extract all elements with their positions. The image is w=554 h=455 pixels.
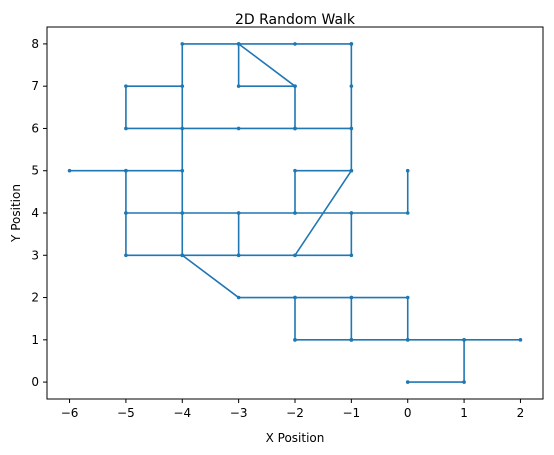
walk-point bbox=[236, 295, 241, 300]
walk-point bbox=[236, 211, 241, 215]
walk-point bbox=[349, 211, 354, 215]
y-tick-label: 2 bbox=[31, 291, 39, 305]
y-tick-label: 1 bbox=[31, 333, 39, 347]
walk-point bbox=[293, 42, 297, 46]
y-tick-label: 0 bbox=[31, 375, 39, 389]
walk-point bbox=[405, 211, 410, 215]
x-axis-label: X Position bbox=[266, 431, 325, 445]
y-tick-label: 8 bbox=[31, 37, 39, 51]
walk-point bbox=[349, 168, 354, 173]
x-tick-label: 1 bbox=[460, 406, 468, 420]
walk-point bbox=[293, 126, 297, 131]
y-tick-label: 3 bbox=[31, 248, 39, 262]
walk-point bbox=[462, 380, 466, 384]
walk-point bbox=[349, 42, 354, 46]
walk-point bbox=[518, 338, 523, 342]
x-tick-label: −3 bbox=[230, 406, 248, 420]
x-tick-label: −1 bbox=[343, 406, 361, 420]
walk-point bbox=[180, 84, 185, 88]
x-tick-label: −5 bbox=[117, 406, 135, 420]
x-tick-label: 2 bbox=[517, 406, 525, 420]
y-tick-label: 7 bbox=[31, 79, 39, 93]
walk-point bbox=[293, 84, 297, 88]
x-tick-label: −4 bbox=[173, 406, 191, 420]
walk-point bbox=[405, 338, 410, 342]
walk-point bbox=[236, 253, 241, 258]
walk-point bbox=[349, 295, 354, 300]
walk-point bbox=[405, 168, 410, 173]
chart-title: 2D Random Walk bbox=[235, 12, 356, 28]
walk-point bbox=[349, 253, 354, 258]
walk-point bbox=[124, 253, 128, 258]
walk-point bbox=[349, 338, 354, 342]
walk-point bbox=[293, 253, 297, 258]
walk-point bbox=[293, 295, 297, 300]
y-tick-label: 4 bbox=[31, 206, 39, 220]
walk-point bbox=[124, 84, 128, 88]
walk-point bbox=[180, 168, 185, 173]
walk-point bbox=[462, 338, 466, 342]
walk-point bbox=[180, 126, 185, 131]
walk-point bbox=[405, 380, 410, 384]
walk-point bbox=[236, 84, 241, 88]
walk-point bbox=[124, 211, 128, 215]
x-axis: −6 −5 −4 −3 −2 −1 0 1 2 bbox=[61, 399, 525, 420]
walk-point bbox=[236, 126, 241, 131]
walk-point bbox=[405, 295, 410, 300]
walk-point bbox=[349, 126, 354, 131]
y-axis-label: Y Position bbox=[9, 184, 23, 243]
y-tick-label: 5 bbox=[31, 164, 39, 178]
walk-point bbox=[293, 211, 297, 215]
x-tick-label: −2 bbox=[286, 406, 304, 420]
walk-point bbox=[349, 84, 354, 88]
y-axis: 0 1 2 3 4 5 6 7 8 bbox=[31, 37, 47, 389]
walk-point bbox=[67, 168, 72, 173]
walk-point bbox=[124, 168, 128, 173]
walk-series bbox=[67, 42, 523, 384]
walk-point bbox=[124, 126, 128, 131]
x-tick-label: −6 bbox=[61, 406, 79, 420]
x-tick-label: 0 bbox=[404, 406, 412, 420]
walk-point bbox=[293, 338, 297, 342]
walk-point bbox=[180, 211, 185, 215]
walk-point bbox=[180, 253, 185, 258]
y-tick-label: 6 bbox=[31, 121, 39, 135]
walk-point bbox=[293, 168, 297, 173]
walk-point bbox=[180, 42, 185, 46]
walk-point bbox=[236, 42, 241, 46]
